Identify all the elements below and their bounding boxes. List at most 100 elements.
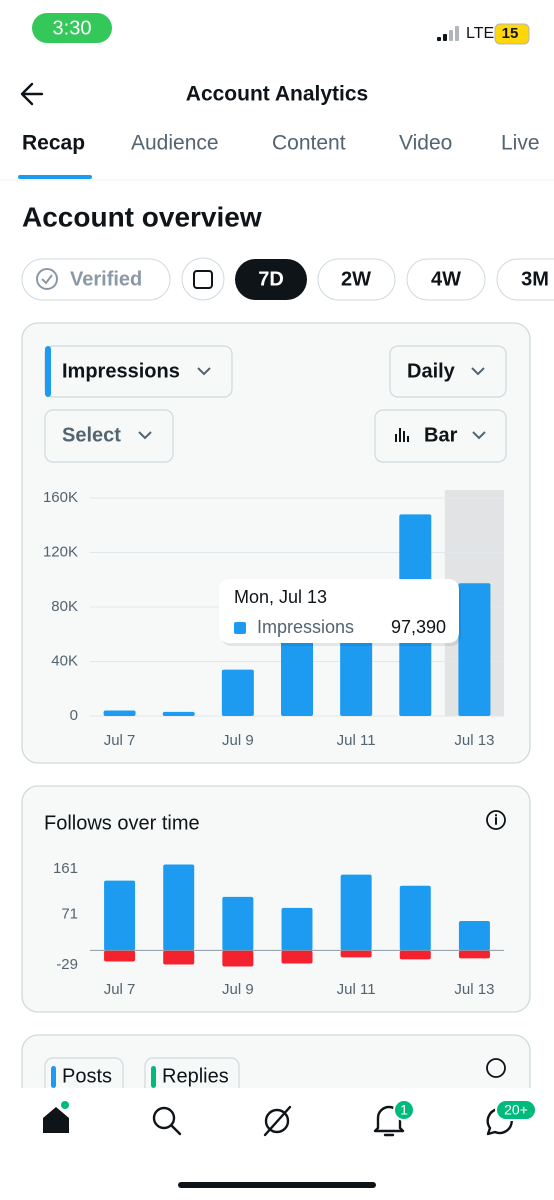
verified-icon	[36, 268, 58, 290]
tab[interactable]: Audience	[131, 132, 219, 155]
bar	[222, 950, 254, 967]
filter-label: 4W	[431, 268, 461, 290]
badge-count: 20+	[504, 1102, 528, 1118]
section-title: Account overview	[22, 201, 262, 232]
bar	[221, 669, 254, 716]
filter-pill[interactable]	[406, 258, 486, 301]
bar	[458, 950, 490, 959]
y-tick-label: -29	[56, 956, 78, 973]
y-tick-label: 71	[61, 905, 78, 922]
search-handle	[170, 1124, 182, 1136]
battery	[494, 23, 530, 45]
battery-level: 15	[502, 25, 519, 42]
calendar-icon	[193, 270, 213, 289]
filter-pill-active[interactable]	[235, 259, 307, 300]
x-tick-label: Jul 7	[104, 732, 136, 749]
dropdown-label: Select	[62, 424, 121, 446]
chip-color	[151, 1066, 156, 1088]
tooltip-title: Mon, Jul 13	[234, 587, 327, 607]
y-tick-label: 161	[53, 860, 78, 877]
badge-count: 1	[400, 1102, 408, 1118]
filter-pill[interactable]	[496, 258, 554, 301]
dropdown-label: Impressions	[62, 360, 180, 382]
back-button[interactable]	[20, 82, 44, 106]
style-dropdown[interactable]	[374, 409, 507, 463]
tooltip-series: Impressions	[257, 617, 354, 637]
filter-pill[interactable]	[317, 258, 396, 301]
bar	[281, 907, 313, 951]
bottom-nav	[0, 1088, 554, 1200]
bar	[340, 874, 372, 951]
filter-label: 3M	[521, 268, 549, 290]
follows-chart: -29 71 161 Jul 7 Jul 9 Jul 11 Jul 13	[53, 860, 504, 998]
network-label: LTE	[466, 25, 494, 42]
tab[interactable]: Video	[399, 132, 452, 155]
bar	[458, 921, 490, 951]
home-indicator	[178, 1182, 376, 1188]
bar	[281, 620, 313, 716]
y-tick-label: 160K	[43, 489, 78, 506]
y-tick-label: 80K	[51, 598, 78, 615]
info-icon[interactable]	[486, 810, 506, 830]
compare-dropdown[interactable]	[44, 409, 174, 463]
x-tick-label: Jul 11	[337, 732, 376, 749]
bar	[103, 710, 136, 716]
filter-label: Verified	[70, 268, 142, 290]
time-pill	[32, 13, 112, 43]
filter-label: 7D	[258, 268, 284, 290]
status-time: 3:30	[53, 17, 92, 39]
tab[interactable]: Recap	[22, 132, 85, 155]
y-tick-label: 40K	[51, 652, 78, 669]
bar	[163, 864, 195, 951]
dropdown-label: Bar	[424, 424, 458, 446]
x-tick-label: Jul 11	[337, 981, 376, 998]
filter-pill[interactable]	[21, 258, 171, 301]
bell-icon[interactable]	[373, 1105, 405, 1137]
bar	[104, 950, 136, 962]
bar	[340, 950, 372, 958]
chevron	[197, 367, 211, 376]
chevron	[138, 431, 152, 440]
x-tick-label: Jul 13	[454, 732, 494, 749]
interval-dropdown[interactable]	[389, 345, 507, 398]
y-tick-label: 0	[70, 707, 78, 724]
tab-indicator	[18, 175, 92, 179]
home-icon[interactable]	[43, 1107, 69, 1133]
y-tick-label: 120K	[43, 543, 78, 560]
bar-style-icon	[395, 428, 409, 442]
filter-label: 2W	[341, 268, 371, 290]
chevron	[471, 367, 485, 376]
x-tick-label: Jul 9	[222, 981, 254, 998]
page-title: Account Analytics	[186, 83, 368, 106]
calendar-button[interactable]	[181, 257, 225, 301]
chip-label: Posts	[62, 1065, 112, 1087]
bar	[162, 711, 195, 716]
search-icon[interactable]	[152, 1106, 176, 1130]
bar	[281, 950, 313, 964]
bar	[104, 880, 136, 951]
grok-slash	[263, 1105, 292, 1137]
info-icon[interactable]	[486, 1058, 506, 1078]
bar	[399, 885, 431, 951]
badge	[393, 1099, 415, 1121]
home-dot	[61, 1101, 69, 1109]
verified-check	[41, 274, 53, 285]
metric-color	[45, 346, 51, 397]
tab[interactable]: Live	[501, 132, 540, 155]
x-tick-label: Jul 9	[222, 732, 254, 749]
tooltip-swatch	[234, 622, 246, 634]
badge	[495, 1099, 537, 1121]
tooltip-value: 97,390	[391, 617, 446, 637]
chevron	[472, 431, 486, 440]
tab[interactable]: Content	[272, 132, 346, 155]
bar	[399, 950, 431, 960]
bar	[163, 950, 195, 965]
x-tick-label: Jul 7	[104, 981, 136, 998]
tooltip	[219, 579, 459, 643]
impressions-chart: 0 40K 80K 120K 160K Jul 7 Jul 9 Jul 11 Jul 13 Mon…	[43, 489, 504, 749]
grok-icon[interactable]	[264, 1108, 290, 1134]
bar	[458, 583, 491, 716]
card-title: Follows over time	[44, 812, 200, 834]
dropdown-label: Daily	[407, 360, 456, 382]
